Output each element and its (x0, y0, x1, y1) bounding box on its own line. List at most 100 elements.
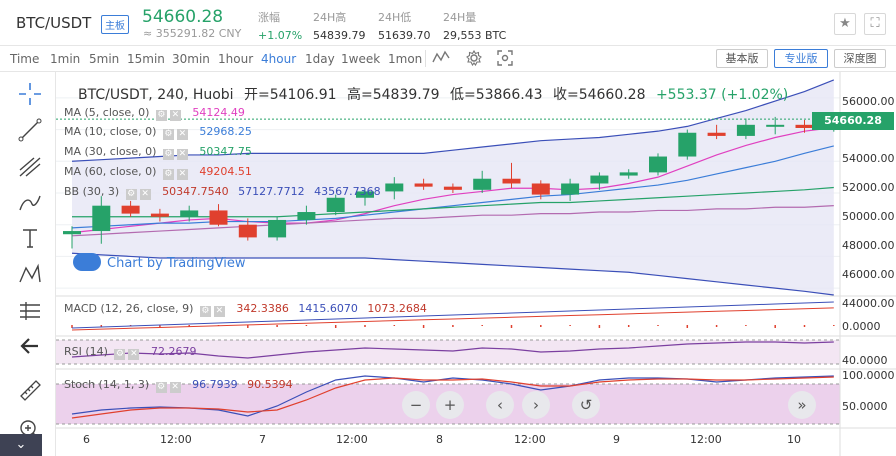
candle-body (795, 124, 814, 128)
view-pro-button[interactable]: 专业版 (774, 49, 828, 68)
candle-body (443, 186, 462, 190)
favorite-star-icon[interactable]: ★ (834, 13, 856, 35)
candle-body (180, 210, 199, 217)
fullscreen-icon[interactable]: ⛶ (864, 13, 886, 35)
candle-body (385, 183, 404, 192)
tf-time[interactable]: Time (10, 52, 40, 66)
candle-body (649, 156, 667, 173)
candle-body (356, 191, 374, 198)
stoch-tick: 100.0000 (842, 369, 895, 382)
back-arrow-icon[interactable] (16, 332, 44, 360)
candle-body (531, 183, 550, 195)
settings-icon[interactable]: ⚙ (162, 169, 174, 180)
collapse-chevron-down-icon[interactable]: ⌄ (0, 434, 42, 456)
bb-value-1: 50347.7540 (162, 185, 229, 198)
settings-icon[interactable]: ⚙ (199, 306, 211, 317)
last-price: 54660.28 (142, 7, 224, 27)
close-icon[interactable]: ✕ (176, 129, 188, 140)
settings-icon[interactable]: ⚙ (114, 349, 126, 360)
stoch-tick: 50.0000 (842, 400, 888, 413)
settings-icon[interactable]: ⚙ (162, 149, 174, 160)
ma60-name: MA (60, close, 0) (64, 165, 157, 178)
stoch-name: Stoch (14, 1, 3) (64, 378, 150, 391)
view-depth-button[interactable]: 深度图 (834, 49, 886, 68)
settings-icon[interactable]: ⚙ (155, 382, 167, 393)
bb-label: BB (30, 3) ⚙ ✕ 50347.7540 57127.7712 4356… (64, 185, 381, 200)
settings-icon[interactable]: ⚙ (125, 189, 137, 200)
stat-label: 24H低 (378, 11, 412, 24)
close-icon[interactable]: ✕ (169, 382, 181, 393)
zoom-in-button[interactable]: + (436, 391, 464, 419)
screenshot-icon[interactable] (497, 50, 513, 70)
tf-30min[interactable]: 30min (172, 52, 210, 66)
measure-icon[interactable] (16, 296, 44, 324)
stat-label: 涨幅 (258, 11, 280, 24)
pattern-icon[interactable] (16, 260, 44, 288)
close-icon[interactable]: ✕ (176, 169, 188, 180)
stat-value: +1.07% (258, 29, 303, 42)
settings-icon[interactable]: ⚙ (162, 129, 174, 140)
close-icon[interactable]: ✕ (169, 110, 181, 121)
ruler-icon[interactable] (16, 376, 44, 404)
stoch-d-line (71, 376, 834, 419)
tf-15min[interactable]: 15min (127, 52, 165, 66)
candle-body (268, 219, 287, 238)
tf-5min[interactable]: 5min (89, 52, 120, 66)
bb-upper-line (71, 79, 835, 162)
close-icon[interactable]: ✕ (176, 149, 188, 160)
stoch-value-2: 90.5394 (247, 378, 293, 391)
scroll-to-latest-button[interactable]: » (788, 391, 816, 419)
market-badge: 主板 (101, 15, 129, 34)
ma5-value: 54124.49 (192, 106, 245, 119)
pair-name: BTC/USDT (16, 14, 92, 32)
text-tool-icon[interactable] (16, 224, 44, 252)
settings-icon[interactable]: ⚙ (155, 110, 167, 121)
scroll-right-button[interactable]: › (522, 391, 550, 419)
view-basic-button[interactable]: 基本版 (716, 49, 768, 68)
scroll-left-button[interactable]: ‹ (486, 391, 514, 419)
time-tick: 12:00 (336, 433, 368, 446)
close-icon[interactable]: ✕ (139, 189, 151, 200)
candle-body (561, 183, 580, 195)
close-icon[interactable]: ✕ (213, 306, 225, 317)
tf-4hour[interactable]: 4hour (261, 52, 297, 66)
zoom-out-button[interactable]: − (402, 391, 430, 419)
tf-1min[interactable]: 1min (50, 52, 81, 66)
time-tick: 6 (83, 433, 90, 446)
macd-tick: 0.0000 (842, 320, 881, 333)
stat-label: 24H量 (443, 11, 477, 24)
settings-gear-icon[interactable] (466, 49, 482, 70)
pitchfork-icon[interactable] (16, 152, 44, 180)
crosshair-icon[interactable] (16, 80, 44, 108)
bb-value-2: 57127.7712 (238, 185, 305, 198)
stat-low: 24H低 51639.70 (378, 9, 431, 42)
tradingview-watermark[interactable]: Chart by TradingView (73, 253, 245, 271)
stat-value: 51639.70 (378, 29, 431, 42)
tf-1week[interactable]: 1week (341, 52, 381, 66)
rsi-line (71, 341, 834, 359)
legend-change: +553.37 (+1.02%) (655, 87, 789, 103)
tf-1mon[interactable]: 1mon (388, 52, 423, 66)
macd-label: MACD (12, 26, close, 9) ⚙ ✕ 342.3386 1415… (64, 302, 427, 317)
moving-averages (71, 127, 834, 237)
rsi-label: RSI (14) ⚙ ✕ 72.2679 (64, 345, 196, 360)
trend-line-icon[interactable] (16, 116, 44, 144)
price-tick: 56000.00 (842, 95, 895, 108)
candle-body (92, 205, 111, 232)
ma10-value: 52968.25 (199, 125, 252, 138)
close-icon[interactable]: ✕ (128, 349, 140, 360)
rsi-name: RSI (14) (64, 345, 108, 358)
candle-body (502, 178, 521, 184)
ma30-line (72, 186, 834, 218)
ma5-label: MA (5, close, 0) ⚙ ✕ 54124.49 (64, 106, 245, 121)
bb-lower-line (71, 252, 834, 296)
indicators-icon[interactable] (432, 50, 450, 70)
brush-icon[interactable] (16, 188, 44, 216)
stat-value: 29,553 BTC (443, 29, 507, 42)
ma60-value: 49204.51 (199, 165, 252, 178)
reset-chart-button[interactable]: ↺ (572, 391, 600, 419)
tf-1hour[interactable]: 1hour (218, 52, 254, 66)
tf-1day[interactable]: 1day (305, 52, 335, 66)
bb-value-3: 43567.7368 (314, 185, 381, 198)
